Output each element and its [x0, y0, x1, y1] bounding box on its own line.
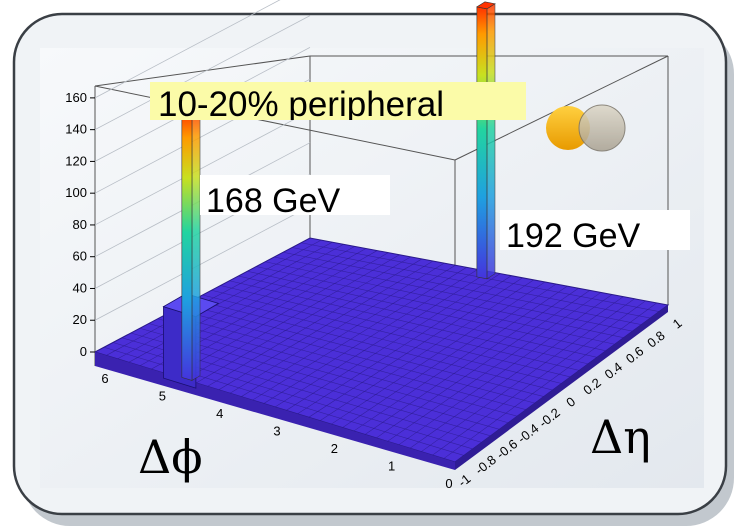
chart-title: 10-20% peripheral [150, 82, 526, 120]
peak-annotation-192: 192 GeV [500, 210, 690, 250]
z-tick-label: 160 [65, 90, 87, 105]
cell-line [265, 261, 624, 339]
x-tick-label: 1 [388, 458, 395, 473]
cell-line [247, 270, 606, 352]
peak-side [486, 3, 496, 280]
peak-front [476, 6, 488, 280]
x-tick-label: 2 [331, 441, 338, 456]
z-tick-label: 100 [65, 185, 87, 200]
peak-front [181, 110, 193, 381]
peak-annotation-168: 168 GeV [200, 175, 390, 215]
x-tick-label: 5 [159, 388, 166, 403]
cell-line [283, 251, 642, 325]
cell-line [175, 308, 535, 404]
x-axis-ticks: 0 1 2 3 4 5 6 [101, 371, 452, 491]
cell-line [157, 318, 518, 417]
z-axis-ticks: 0 20 40 60 80 100 120 140 160 [65, 90, 95, 359]
cell-line [292, 247, 651, 319]
z-gridline [94, 110, 311, 226]
z-tick-label: 60 [73, 249, 87, 264]
peak-side [191, 108, 201, 381]
towers [162, 1, 496, 389]
x-tick-label: 3 [273, 423, 280, 438]
z-tick-label: 40 [73, 280, 87, 295]
cell-line [229, 280, 589, 365]
base-cells [103, 239, 660, 459]
x-tick-label: 0 [445, 476, 452, 491]
cell-line [256, 266, 615, 345]
cell-line [202, 294, 562, 384]
z-tick-label: 20 [73, 312, 87, 327]
z-gridline [94, 0, 281, 99]
cell-line [184, 304, 544, 397]
z-tick-label: 80 [73, 217, 87, 232]
cell-line [220, 285, 580, 371]
cell-line [238, 275, 598, 358]
cell-line [211, 289, 571, 378]
x-tick-label: 6 [101, 371, 108, 386]
z-tick-label: 0 [80, 344, 87, 359]
z-gridline [94, 15, 311, 131]
cell-line [148, 323, 509, 424]
peak-tower-1 [476, 1, 496, 280]
overlap-circles-icon [546, 104, 626, 152]
base-plane-right [455, 305, 668, 470]
cell-line [166, 313, 527, 410]
cell-line [193, 299, 553, 391]
x-tick-label: 4 [216, 406, 223, 421]
peak-top [476, 1, 496, 10]
y-axis-label: Δη [590, 410, 651, 464]
peak-tower-0 [162, 105, 220, 389]
cell-line [274, 256, 633, 332]
z-gridline [94, 205, 311, 321]
z-tick-label: 140 [65, 122, 87, 137]
z-tick-label: 120 [65, 153, 87, 168]
x-axis-label: Δϕ [138, 430, 203, 484]
